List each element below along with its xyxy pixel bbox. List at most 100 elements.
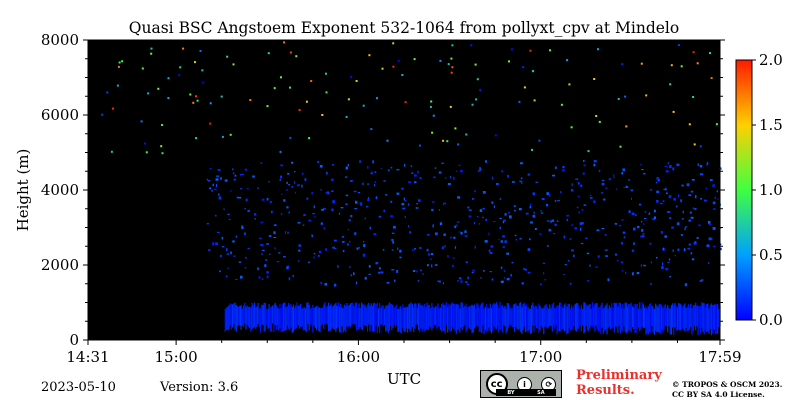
- heatmap-cell: [491, 201, 494, 204]
- heatmap-cell: [457, 280, 459, 282]
- heatmap-cell: [430, 100, 433, 103]
- heatmap-cell: [640, 220, 643, 223]
- heatmap-cell: [145, 151, 148, 154]
- heatmap-cell: [445, 177, 447, 179]
- heatmap-cell: [500, 240, 503, 243]
- heatmap-cell: [483, 270, 485, 272]
- heatmap-cell: [687, 247, 691, 250]
- heatmap-cell: [514, 304, 516, 332]
- heatmap-cell: [391, 249, 394, 251]
- heatmap-cell: [662, 262, 664, 266]
- heatmap-cell: [226, 248, 228, 251]
- heatmap-cell: [355, 80, 358, 82]
- heatmap-cell: [601, 182, 605, 186]
- share-alike-icon: ⟳: [541, 376, 557, 392]
- heatmap-cell: [587, 150, 590, 153]
- heatmap-cell: [289, 136, 292, 139]
- heatmap-cell: [500, 280, 504, 283]
- heatmap-cell: [240, 187, 243, 190]
- heatmap-cell: [507, 303, 510, 328]
- heatmap-cell: [310, 80, 313, 82]
- heatmap-cells: [101, 41, 722, 336]
- heatmap-cell: [359, 160, 362, 163]
- heatmap-cell: [596, 303, 598, 330]
- heatmap-cell: [391, 304, 393, 331]
- heatmap-cell: [475, 98, 478, 101]
- heatmap-cell: [710, 303, 713, 336]
- heatmap-cell: [247, 209, 250, 212]
- heatmap-cell: [499, 217, 502, 219]
- heatmap-cell: [266, 308, 268, 326]
- x-axis-label: UTC: [387, 370, 421, 388]
- heatmap-cell: [665, 187, 667, 191]
- heatmap-cell: [641, 169, 644, 171]
- heatmap-cell: [532, 192, 536, 196]
- heatmap-cell: [306, 197, 309, 200]
- heatmap-cell: [589, 304, 591, 329]
- heatmap-cell: [460, 169, 463, 173]
- heatmap-cell: [257, 187, 259, 189]
- heatmap-cell: [577, 195, 580, 197]
- heatmap-cell: [375, 261, 379, 265]
- heatmap-cell: [662, 307, 664, 333]
- heatmap-cell: [685, 226, 688, 228]
- heatmap-cell: [600, 192, 604, 194]
- heatmap-cell: [473, 304, 476, 329]
- heatmap-cell: [391, 232, 395, 234]
- heatmap-cell: [347, 229, 349, 231]
- heatmap-cell: [710, 77, 713, 79]
- heatmap-cell: [597, 255, 600, 258]
- heatmap-cell: [301, 308, 303, 327]
- heatmap-cell: [232, 255, 236, 257]
- heatmap-cell: [324, 302, 326, 325]
- heatmap-cell: [367, 183, 370, 185]
- heatmap-cell: [411, 172, 414, 174]
- heatmap-cell: [195, 95, 197, 98]
- heatmap-cell: [676, 307, 679, 331]
- heatmap-cell: [707, 303, 709, 332]
- heatmap-cell: [546, 203, 549, 207]
- heatmap-cell: [510, 308, 512, 326]
- heatmap-cell: [505, 308, 507, 334]
- heatmap-cell: [276, 261, 280, 263]
- heatmap-cell: [334, 283, 337, 287]
- heatmap-cell: [441, 162, 444, 164]
- heatmap-cell: [278, 308, 280, 331]
- heatmap-cell: [667, 211, 670, 213]
- heatmap-cell: [247, 247, 250, 250]
- heatmap-cell: [478, 307, 480, 332]
- heatmap-cell: [670, 64, 673, 67]
- heatmap-cell: [374, 181, 376, 183]
- y-tick-label: 4000: [41, 181, 79, 199]
- heatmap-cell: [684, 283, 688, 287]
- heatmap-cell: [506, 302, 508, 332]
- heatmap-cell: [254, 213, 257, 216]
- heatmap-cell: [401, 187, 404, 190]
- heatmap-cell: [345, 176, 348, 178]
- heatmap-cell: [438, 308, 440, 327]
- heatmap-cell: [535, 228, 537, 230]
- heatmap-cell: [529, 206, 532, 209]
- heatmap-cell: [287, 172, 290, 175]
- heatmap-cell: [220, 177, 222, 180]
- heatmap-cell: [426, 302, 428, 330]
- heatmap-cell: [288, 184, 290, 186]
- heatmap-cell: [318, 255, 320, 257]
- heatmap-cell: [220, 95, 223, 98]
- heatmap-cell: [391, 238, 394, 242]
- heatmap-cell: [623, 236, 626, 239]
- heatmap-cell: [334, 304, 336, 330]
- heatmap-cell: [696, 62, 699, 65]
- heatmap-cell: [640, 308, 642, 330]
- heatmap-cell: [576, 206, 579, 209]
- license-strip: BY SA: [496, 389, 556, 396]
- heatmap-cell: [294, 307, 296, 330]
- heatmap-cell: [286, 266, 289, 270]
- heatmap-cell: [269, 307, 271, 332]
- heatmap-cell: [265, 259, 268, 261]
- heatmap-cell: [529, 238, 531, 241]
- license-sa-text: SA: [537, 389, 545, 396]
- heatmap-cell: [557, 305, 559, 331]
- heatmap-cell: [431, 303, 433, 331]
- heatmap-cell: [469, 306, 471, 329]
